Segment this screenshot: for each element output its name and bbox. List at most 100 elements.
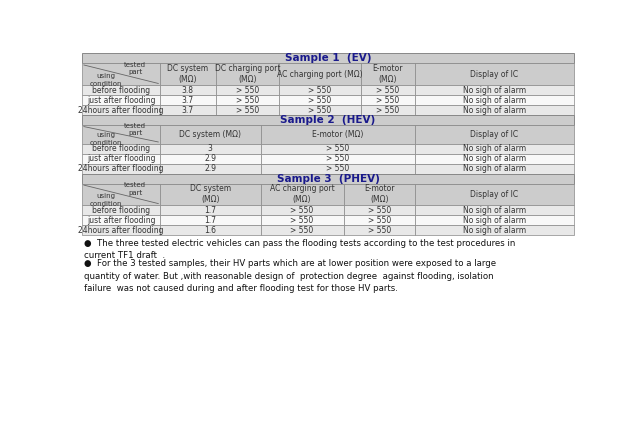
Text: E-motor
(MΩ): E-motor (MΩ): [364, 184, 394, 204]
Text: using
condition: using condition: [90, 73, 122, 86]
Bar: [83, 53, 573, 63]
Bar: [83, 215, 160, 225]
Bar: [260, 144, 415, 153]
Bar: [83, 173, 573, 184]
Bar: [83, 125, 160, 144]
Bar: [415, 85, 573, 95]
Bar: [160, 164, 260, 173]
Bar: [160, 63, 216, 85]
Text: E-motor
(MΩ): E-motor (MΩ): [372, 64, 403, 84]
Text: > 550: > 550: [291, 206, 314, 215]
Text: No sigh of alarm: No sigh of alarm: [463, 154, 526, 163]
Bar: [344, 215, 415, 225]
Text: just after flooding: just after flooding: [87, 154, 156, 163]
Bar: [260, 215, 344, 225]
Bar: [360, 63, 415, 85]
Bar: [83, 85, 160, 95]
Bar: [279, 95, 360, 105]
Text: before flooding: before flooding: [92, 206, 150, 215]
Text: Display of IC: Display of IC: [470, 190, 518, 199]
Text: DC charging port
(MΩ): DC charging port (MΩ): [214, 64, 280, 84]
Bar: [160, 153, 260, 164]
Text: > 550: > 550: [308, 86, 332, 95]
Bar: [260, 184, 344, 205]
Text: Sample 3  (PHEV): Sample 3 (PHEV): [276, 173, 380, 184]
Bar: [344, 184, 415, 205]
Text: > 550: > 550: [308, 95, 332, 104]
Text: AC charging port
(MΩ): AC charging port (MΩ): [269, 184, 335, 204]
Bar: [216, 85, 279, 95]
Text: before flooding: before flooding: [92, 86, 150, 95]
Bar: [83, 115, 573, 125]
Bar: [279, 85, 360, 95]
Bar: [415, 153, 573, 164]
Text: > 550: > 550: [367, 216, 391, 225]
Text: > 550: > 550: [326, 164, 349, 173]
Text: > 550: > 550: [291, 226, 314, 235]
Bar: [415, 63, 573, 85]
Bar: [360, 105, 415, 115]
Bar: [160, 215, 260, 225]
Bar: [360, 95, 415, 105]
Text: > 550: > 550: [308, 106, 332, 115]
Text: > 550: > 550: [291, 216, 314, 225]
Text: ●  For the 3 tested samples, their HV parts which are at lower position were exp: ● For the 3 tested samples, their HV par…: [84, 259, 496, 293]
Bar: [260, 205, 344, 215]
Bar: [415, 125, 573, 144]
Text: > 550: > 550: [326, 144, 349, 153]
Text: > 550: > 550: [236, 95, 259, 104]
Text: 24hours after flooding: 24hours after flooding: [78, 164, 164, 173]
Bar: [415, 184, 573, 205]
Bar: [160, 105, 216, 115]
Text: > 550: > 550: [376, 95, 399, 104]
Bar: [83, 205, 160, 215]
Bar: [415, 164, 573, 173]
Text: No sigh of alarm: No sigh of alarm: [463, 216, 526, 225]
Text: No sigh of alarm: No sigh of alarm: [463, 144, 526, 153]
Text: 24hours after flooding: 24hours after flooding: [78, 226, 164, 235]
Bar: [83, 144, 160, 153]
Bar: [216, 63, 279, 85]
Text: Sample 1  (EV): Sample 1 (EV): [285, 53, 371, 63]
Bar: [160, 184, 260, 205]
Bar: [279, 63, 360, 85]
Bar: [260, 225, 344, 235]
Bar: [216, 105, 279, 115]
Bar: [83, 153, 160, 164]
Bar: [160, 95, 216, 105]
Text: No sigh of alarm: No sigh of alarm: [463, 95, 526, 104]
Text: DC system
(MΩ): DC system (MΩ): [167, 64, 208, 84]
Bar: [160, 225, 260, 235]
Bar: [279, 105, 360, 115]
Text: ●  The three tested electric vehicles can pass the flooding tests according to t: ● The three tested electric vehicles can…: [84, 239, 515, 261]
Text: 3.7: 3.7: [182, 106, 194, 115]
Bar: [344, 225, 415, 235]
Text: 3.8: 3.8: [182, 86, 194, 95]
Bar: [83, 184, 160, 205]
Text: DC system (MΩ): DC system (MΩ): [179, 130, 241, 139]
Text: > 550: > 550: [367, 206, 391, 215]
Bar: [216, 95, 279, 105]
Bar: [415, 95, 573, 105]
Text: Display of IC: Display of IC: [470, 70, 518, 79]
Text: using
condition: using condition: [90, 132, 122, 146]
Text: before flooding: before flooding: [92, 144, 150, 153]
Bar: [260, 153, 415, 164]
Text: 1.6: 1.6: [204, 226, 216, 235]
Text: > 550: > 550: [376, 106, 399, 115]
Text: No sigh of alarm: No sigh of alarm: [463, 206, 526, 215]
Bar: [83, 105, 160, 115]
Text: > 550: > 550: [376, 86, 399, 95]
Bar: [415, 225, 573, 235]
Bar: [360, 85, 415, 95]
Bar: [160, 125, 260, 144]
Text: 1.7: 1.7: [204, 216, 216, 225]
Text: 3: 3: [208, 144, 212, 153]
Bar: [160, 144, 260, 153]
Bar: [83, 95, 160, 105]
Text: No sigh of alarm: No sigh of alarm: [463, 164, 526, 173]
Text: > 550: > 550: [326, 154, 349, 163]
Text: > 550: > 550: [236, 106, 259, 115]
Text: 1.7: 1.7: [204, 206, 216, 215]
Text: > 550: > 550: [367, 226, 391, 235]
